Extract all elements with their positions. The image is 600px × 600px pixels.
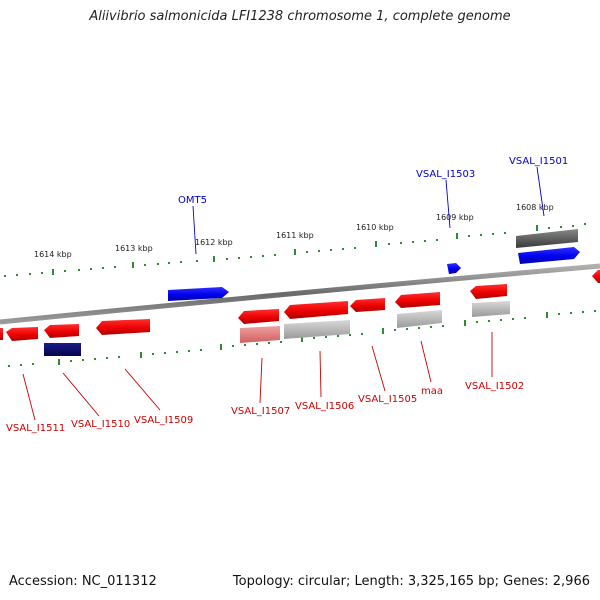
reverse-leader-lines	[22, 332, 493, 421]
gene-block-vsal-i1507-pink[interactable]	[240, 326, 280, 343]
gene-block-vsal-i1502-gray[interactable]	[472, 301, 510, 317]
gene-arrow-vsal-i1507[interactable]	[238, 309, 279, 324]
accession-text: Accession: NC_011312	[9, 574, 157, 589]
kbp-label: 1614 kbp	[34, 250, 72, 259]
reverse-tick-track	[8, 310, 596, 367]
chromosome-backbone	[0, 263, 600, 325]
kbp-label: 1611 kbp	[276, 231, 314, 240]
gene-block-maa-gray[interactable]	[397, 310, 442, 328]
kbp-label: 1613 kbp	[115, 244, 153, 253]
gene-label-vsal-i1501[interactable]: VSAL_I1501	[509, 156, 568, 167]
gene-label-maa[interactable]: maa	[421, 386, 443, 397]
topology-text: Topology: circular; Length: 3,325,165 bp…	[232, 574, 590, 589]
gene-label-vsal-i1502[interactable]: VSAL_I1502	[465, 381, 524, 392]
gene-label-vsal-i1510[interactable]: VSAL_I1510	[71, 419, 130, 430]
kbp-label: 1610 kbp	[356, 223, 394, 232]
gene-arrow-omt5[interactable]	[168, 287, 229, 301]
gene-arrow-vsal-i1503[interactable]	[447, 263, 461, 274]
gene-label-vsal-i1506[interactable]: VSAL_I1506	[295, 401, 354, 412]
kbp-label: 1612 kbp	[195, 238, 233, 247]
map-title: Aliivibrio salmonicida LFI1238 chromosom…	[89, 9, 511, 24]
gene-arrow-vsal-i1506[interactable]	[284, 301, 348, 319]
gene-label-vsal-i1507[interactable]: VSAL_I1507	[231, 406, 290, 417]
gene-arrow-partial-left[interactable]	[0, 328, 3, 340]
gene-arrow-maa[interactable]	[395, 292, 440, 308]
gene-arrow-vsal-i1505[interactable]	[350, 298, 385, 312]
gene-arrow-vsal-i1509[interactable]	[96, 319, 150, 335]
gene-block-vsal-i1506-gray[interactable]	[284, 320, 350, 339]
gene-arrow-vsal-i1510[interactable]	[44, 324, 79, 338]
gene-arrow-vsal-i1502[interactable]	[470, 284, 507, 299]
kbp-label: 1608 kbp	[516, 203, 554, 212]
gene-label-vsal-i1505[interactable]: VSAL_I1505	[358, 394, 417, 405]
kbp-label: 1609 kbp	[436, 213, 474, 222]
gene-arrow-vsal-i1511[interactable]	[6, 327, 38, 341]
forward-leader-lines	[192, 166, 545, 255]
gene-label-vsal-i1503[interactable]: VSAL_I1503	[416, 169, 475, 180]
gene-arrow-partial-right[interactable]	[592, 270, 600, 283]
gene-label-omt5[interactable]: OMT5	[178, 195, 207, 206]
gene-block-vsal-i1510-navy[interactable]	[44, 343, 81, 356]
gene-arrow-vsal-i1501[interactable]	[518, 247, 580, 264]
forward-tick-track	[4, 223, 586, 277]
gene-arrow-vsal-i1501-shadow	[516, 229, 578, 248]
gene-label-vsal-i1511[interactable]: VSAL_I1511	[6, 423, 65, 434]
gene-label-vsal-i1509[interactable]: VSAL_I1509	[134, 415, 193, 426]
